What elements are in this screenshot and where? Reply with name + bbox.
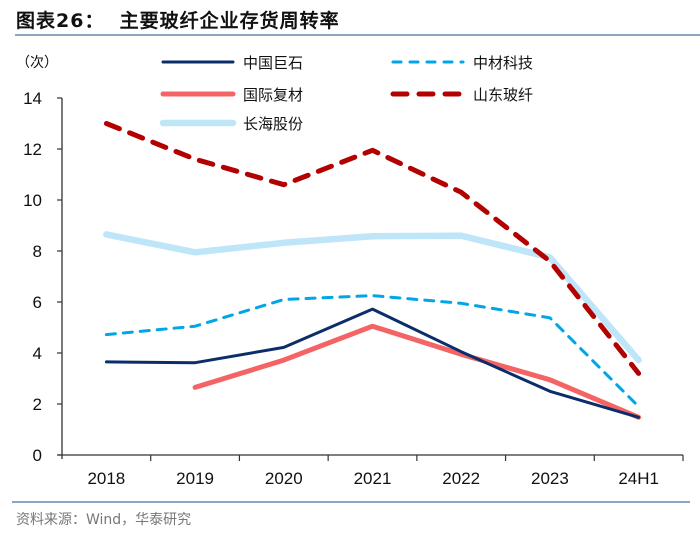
- y-tick-label: 4: [33, 344, 42, 363]
- legend-label: 山东玻纤: [473, 86, 533, 104]
- y-axis-unit-label: （次）: [16, 55, 58, 71]
- series-layer: [103, 121, 642, 420]
- x-tick-label: 2019: [176, 469, 214, 488]
- legend-label: 国际复材: [243, 86, 303, 104]
- x-tick-label: 2022: [442, 469, 480, 488]
- legend-label: 中国巨石: [243, 54, 303, 72]
- legend-item: 山东玻纤: [390, 86, 533, 104]
- x-tick-label: 2023: [531, 469, 569, 488]
- series-line-1: [104, 294, 641, 409]
- legend-label: 中材科技: [473, 54, 533, 72]
- y-tick-label: 10: [23, 191, 42, 210]
- series-line-0: [104, 307, 641, 419]
- y-tick-label: 8: [33, 242, 42, 261]
- x-tick-label: 2021: [354, 469, 392, 488]
- x-tick-label: 24H1: [618, 469, 659, 488]
- footer-divider: [12, 501, 690, 503]
- y-tick-label: 0: [33, 446, 42, 465]
- series-line-4: [103, 231, 642, 364]
- figure-title: 图表26： 主要玻纤企业存货周转率: [16, 10, 340, 32]
- x-tick-label: 2018: [87, 469, 125, 488]
- legend-item: 国际复材: [160, 86, 303, 104]
- legend-label: 长海股份: [243, 115, 303, 133]
- title-divider: [15, 34, 700, 36]
- legend-item: 中材科技: [391, 54, 533, 72]
- x-tick-label: 2020: [265, 469, 303, 488]
- y-tick-label: 14: [23, 89, 42, 108]
- source-note: 资料来源：Wind，华泰研究: [16, 512, 192, 528]
- y-tick-label: 6: [33, 293, 42, 312]
- legend-item: 中国巨石: [161, 54, 303, 72]
- y-tick-label: 12: [23, 140, 42, 159]
- series-line-2: [192, 323, 642, 420]
- y-tick-label: 2: [33, 395, 42, 414]
- series-line-3: [103, 121, 642, 376]
- legend-item: 长海股份: [159, 115, 303, 133]
- axes-layer: 0 2 4 6 8 10 12 14 2018 2019 2020 2021 2022 2023 24H1 （…: [16, 55, 684, 488]
